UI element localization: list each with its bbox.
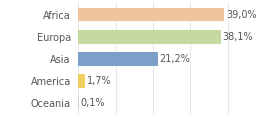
Bar (78, 74, 85, 88)
Bar (78, 52, 158, 66)
Text: 1,7%: 1,7% (87, 76, 111, 86)
Bar (78, 96, 79, 110)
Bar (78, 8, 224, 21)
Text: 0,1%: 0,1% (81, 98, 105, 108)
Text: 39,0%: 39,0% (226, 10, 256, 20)
Bar (78, 30, 221, 44)
Text: 21,2%: 21,2% (159, 54, 190, 64)
Text: 38,1%: 38,1% (223, 32, 253, 42)
